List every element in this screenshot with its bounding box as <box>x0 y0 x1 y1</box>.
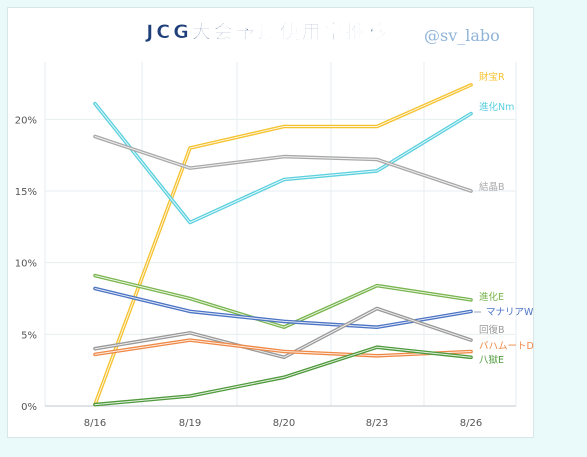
axis-layer: 0% 5% 10% 15% 20% 8/16 8/19 8/20 8/23 8/26 <box>15 115 516 429</box>
series-line <box>93 101 473 225</box>
series-line <box>93 338 473 358</box>
y-tick-label: 10% <box>15 259 37 270</box>
grid-layer <box>44 62 517 406</box>
series-label: バハムートD <box>479 341 534 352</box>
series-label: 進化E <box>479 291 504 303</box>
x-tick-label: 8/26 <box>460 418 482 429</box>
chart-title: JCG大会予選使用率推移 <box>144 20 390 43</box>
series-label: 財宝R <box>479 71 505 83</box>
chart-frame <box>7 7 534 438</box>
y-tick-label: 15% <box>15 187 37 198</box>
series-label: 八獄E <box>479 354 504 366</box>
series-label-layer: 財宝R 進化Nm 結晶B 進化E マナリアW 回復B バハムートD 八獄E <box>474 71 534 366</box>
series-line <box>93 134 473 193</box>
series-line-highlight <box>94 346 472 406</box>
series-layer <box>93 83 473 407</box>
watermark-handle: @sv_labo <box>424 26 500 45</box>
series-line-highlight <box>94 339 472 357</box>
series-line-highlight <box>94 103 472 223</box>
x-tick-label: 8/20 <box>273 418 295 429</box>
series-label: 進化Nm <box>479 101 514 113</box>
y-tick-label: 5% <box>21 330 37 341</box>
y-tick-label: 20% <box>15 115 37 126</box>
y-tick-label: 0% <box>21 402 37 413</box>
series-line-highlight <box>94 84 472 406</box>
series-line-highlight <box>94 136 472 192</box>
series-label: 結晶B <box>479 181 505 193</box>
x-tick-label: 8/23 <box>366 418 388 429</box>
x-tick-label: 8/16 <box>84 418 106 429</box>
series-label: 回復B <box>479 324 505 336</box>
series-label: マナリアW <box>486 307 534 318</box>
series-line-highlight <box>94 308 472 358</box>
series-line-highlight <box>94 288 472 328</box>
x-tick-label: 8/19 <box>179 418 201 429</box>
series-line-highlight <box>94 275 472 328</box>
